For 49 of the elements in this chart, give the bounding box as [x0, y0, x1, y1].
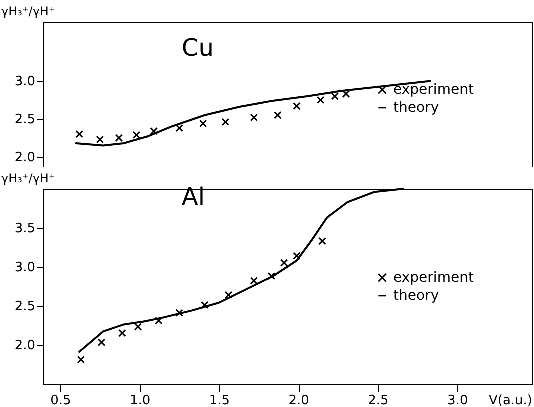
- point: [132, 131, 141, 140]
- point: [331, 92, 340, 100]
- point: [96, 136, 104, 144]
- point: [176, 124, 184, 132]
- point: [76, 130, 84, 138]
- point: [118, 329, 126, 338]
- legend-label: theory: [394, 288, 440, 304]
- point: [250, 114, 258, 122]
- x-tick-label: 1.5: [209, 394, 230, 407]
- legend-label: experiment: [394, 270, 474, 286]
- point: [98, 338, 106, 347]
- point: [222, 118, 230, 126]
- point: [134, 323, 142, 331]
- x-tick-label: 3.0: [448, 394, 468, 407]
- text: Cu: [182, 34, 214, 62]
- y-tick-label: 2.0: [14, 150, 36, 166]
- point: [77, 356, 86, 364]
- y-tick-label: 3.0: [14, 74, 36, 90]
- x-tick-label: 2.5: [368, 394, 389, 407]
- point: [176, 309, 184, 317]
- point: [268, 272, 276, 280]
- x-tick-label: 0.5: [50, 394, 72, 407]
- point: [150, 127, 158, 136]
- point: [199, 120, 208, 128]
- point: [154, 316, 163, 325]
- point: [293, 102, 301, 110]
- x-axis-title: V(a.u.): [488, 394, 532, 407]
- y-tick-label: 2.5: [14, 300, 36, 314]
- legend-label: experiment: [394, 82, 474, 98]
- y-tick-label: 2.5: [14, 112, 36, 128]
- point: [316, 96, 325, 104]
- y-tick-label: 3.0: [14, 260, 36, 276]
- point: [224, 291, 233, 299]
- point: [274, 111, 282, 120]
- point: [115, 134, 124, 142]
- y-axis-title: γH₃⁺/γH⁺: [2, 172, 56, 186]
- point: [318, 237, 326, 246]
- point: [250, 277, 258, 285]
- y-axis-title: γH₃⁺/γH⁺: [2, 4, 56, 18]
- point: [293, 252, 301, 260]
- x-tick-label: 2.0: [288, 394, 310, 407]
- x-tick-label: 1.0: [130, 394, 151, 407]
- point: [280, 259, 288, 268]
- y-tick-label: 2.0: [14, 338, 36, 354]
- legend-label: theory: [394, 100, 440, 116]
- point: [342, 90, 350, 98]
- y-tick-label: 3.5: [14, 222, 36, 236]
- point: [201, 301, 209, 310]
- chart-title: Al: [182, 183, 206, 211]
